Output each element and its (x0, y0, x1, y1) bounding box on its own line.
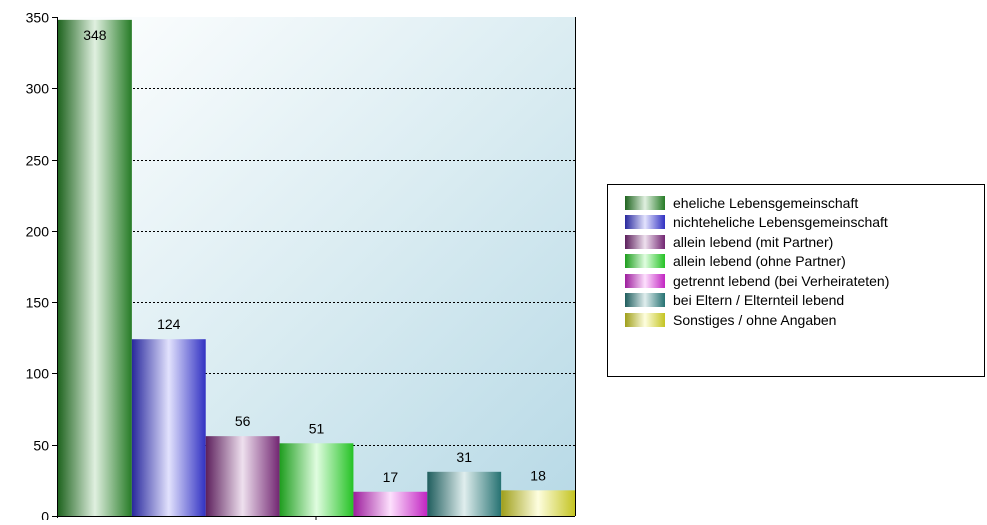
legend-swatch (625, 293, 665, 308)
data-label: 56 (235, 413, 251, 429)
data-label: 124 (157, 316, 181, 332)
legend-item: eheliche Lebensgemeinschaft (625, 193, 984, 213)
bar (131, 339, 206, 516)
y-tick-label: 200 (26, 224, 50, 240)
legend-label: eheliche Lebensgemeinschaft (673, 194, 859, 211)
y-tick-label: 150 (26, 295, 50, 311)
legend-swatch (625, 273, 665, 288)
legend-item: allein lebend (mit Partner) (625, 232, 984, 252)
legend-label: allein lebend (ohne Partner) (673, 253, 846, 270)
y-tick-label: 250 (26, 153, 50, 169)
y-tick-label: 50 (33, 438, 49, 454)
data-labels: 348 124 56 51 17 31 18 (83, 27, 546, 485)
legend-swatch (625, 254, 665, 269)
legend: eheliche Lebensgemeinschaft nichteheliche… (607, 184, 985, 377)
legend-item: Sonstiges / ohne Angaben (625, 310, 984, 330)
data-label: 348 (83, 27, 107, 43)
legend-label: nichteheliche Lebensgemeinschaft (673, 214, 888, 231)
legend-item: allein lebend (ohne Partner) (625, 252, 984, 272)
legend-swatch (625, 234, 665, 249)
legend-label: bei Eltern / Elternteil lebend (673, 292, 845, 309)
y-tick-label: 0 (41, 509, 49, 521)
bar (279, 443, 354, 516)
bar (58, 19, 132, 516)
legend-swatch (625, 215, 665, 230)
legend-item: getrennt lebend (bei Verheirateten) (625, 271, 984, 291)
y-tick-label: 300 (26, 81, 50, 97)
data-label: 51 (309, 420, 325, 436)
chart-svg: 348 124 56 51 17 31 18 0 50 100 150 200 250 300 350 (26, 10, 576, 525)
y-tick-label: 100 (26, 366, 50, 382)
legend-item: nichteheliche Lebensgemeinschaft (625, 213, 984, 233)
legend-item: bei Eltern / Elternteil lebend (625, 291, 984, 311)
bar-chart: 348 124 56 51 17 31 18 0 50 100 150 200 250 300 350 (26, 10, 576, 525)
bar (427, 471, 502, 516)
data-label: 31 (456, 449, 472, 465)
legend-swatch (625, 195, 665, 210)
legend-label: getrennt lebend (bei Verheirateten) (673, 272, 890, 289)
bars (58, 19, 575, 516)
bar (205, 436, 280, 516)
legend-label: Sonstiges / ohne Angaben (673, 311, 837, 328)
data-label: 17 (383, 469, 399, 485)
data-label: 18 (530, 467, 546, 483)
bar (353, 491, 428, 516)
y-tick-label: 350 (26, 10, 50, 26)
legend-swatch (625, 312, 665, 327)
axes: 0 50 100 150 200 250 300 350 (26, 10, 576, 525)
legend-label: allein lebend (mit Partner) (673, 233, 834, 250)
bar (501, 490, 575, 516)
